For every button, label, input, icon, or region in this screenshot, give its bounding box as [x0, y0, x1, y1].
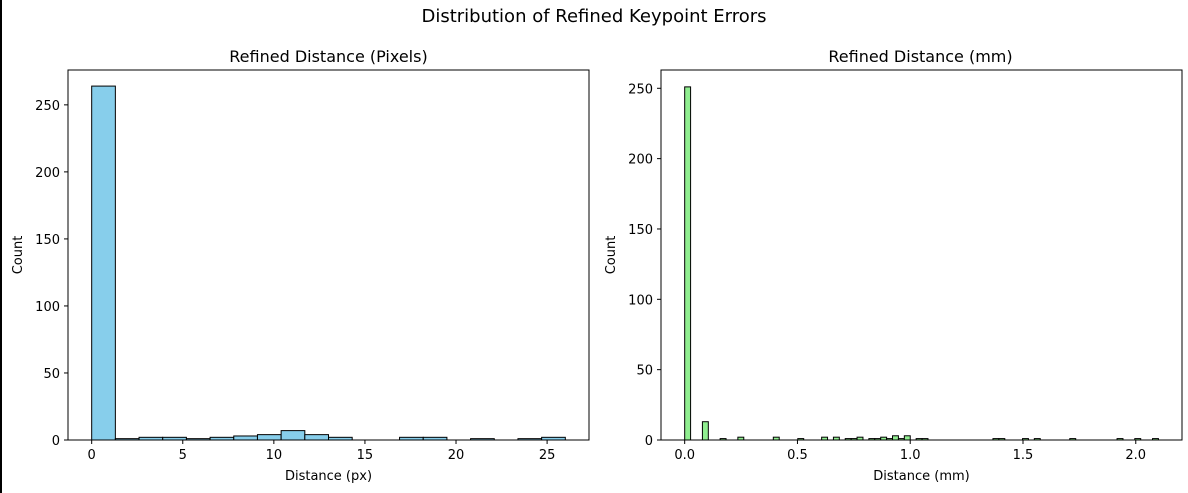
- y-tick-label: 150: [35, 233, 60, 248]
- x-tick-label: 10: [266, 448, 283, 463]
- window-edge: [0, 0, 2, 493]
- plot-frame: [67, 69, 590, 441]
- plot-frame: [660, 69, 1183, 441]
- y-tick-label: 50: [636, 364, 653, 379]
- histogram-bar: [304, 434, 329, 441]
- histogram-bar: [280, 430, 306, 441]
- chart-pixels: Refined Distance (Pixels) 0 5 10 15 20 25 0 50…: [11, 47, 590, 484]
- figure-title: Distribution of Refined Keypoint Errors: [421, 6, 767, 27]
- y-axis-label: Count: [11, 236, 26, 275]
- histogram-bar: [256, 434, 282, 441]
- x-axis-label: Distance (px): [285, 469, 372, 484]
- x-axis-label: Distance (mm): [873, 469, 969, 484]
- x-axis-ticks: 0.0 0.5 1.0 1.5 2.0: [674, 440, 1146, 463]
- y-tick-label: 150: [628, 223, 653, 238]
- chart-title: Refined Distance (Pixels): [229, 47, 427, 66]
- x-tick-label: 25: [539, 448, 556, 463]
- x-tick-label: 2.0: [1125, 448, 1146, 463]
- chart-mm: Refined Distance (mm) 0.0 0.5 1.0 1.5 2.0 0 5…: [604, 47, 1183, 484]
- histogram-bars: [91, 85, 566, 441]
- y-axis-ticks: 0 50 100 150 200 250: [35, 99, 68, 449]
- x-tick-label: 5: [179, 448, 187, 463]
- y-axis-ticks: 0 50 100 150 200 250: [628, 82, 661, 449]
- y-tick-label: 250: [35, 99, 60, 114]
- y-tick-label: 0: [645, 434, 653, 449]
- x-tick-label: 1.5: [1013, 448, 1034, 463]
- x-tick-label: 0.5: [787, 448, 808, 463]
- histogram-bar: [233, 435, 258, 441]
- x-tick-label: 0: [88, 448, 96, 463]
- x-axis-ticks: 0 5 10 15 20 25: [88, 440, 556, 463]
- histogram-bars: [684, 86, 1159, 441]
- x-tick-label: 15: [357, 448, 374, 463]
- x-tick-label: 0.0: [674, 448, 695, 463]
- histogram-bar: [892, 435, 899, 441]
- y-axis-label: Count: [604, 236, 619, 275]
- y-tick-label: 50: [43, 367, 60, 382]
- x-tick-label: 20: [448, 448, 465, 463]
- x-tick-label: 1.0: [900, 448, 921, 463]
- y-tick-label: 100: [35, 300, 60, 315]
- histogram-bar: [91, 85, 116, 441]
- y-tick-label: 200: [628, 153, 653, 168]
- chart-title: Refined Distance (mm): [828, 47, 1012, 66]
- histogram-bar: [903, 435, 911, 441]
- y-tick-label: 200: [35, 166, 60, 181]
- histogram-bar: [684, 86, 692, 441]
- histogram-bar: [701, 421, 709, 441]
- y-tick-label: 100: [628, 293, 653, 308]
- y-tick-label: 250: [628, 82, 653, 97]
- y-tick-label: 0: [52, 434, 60, 449]
